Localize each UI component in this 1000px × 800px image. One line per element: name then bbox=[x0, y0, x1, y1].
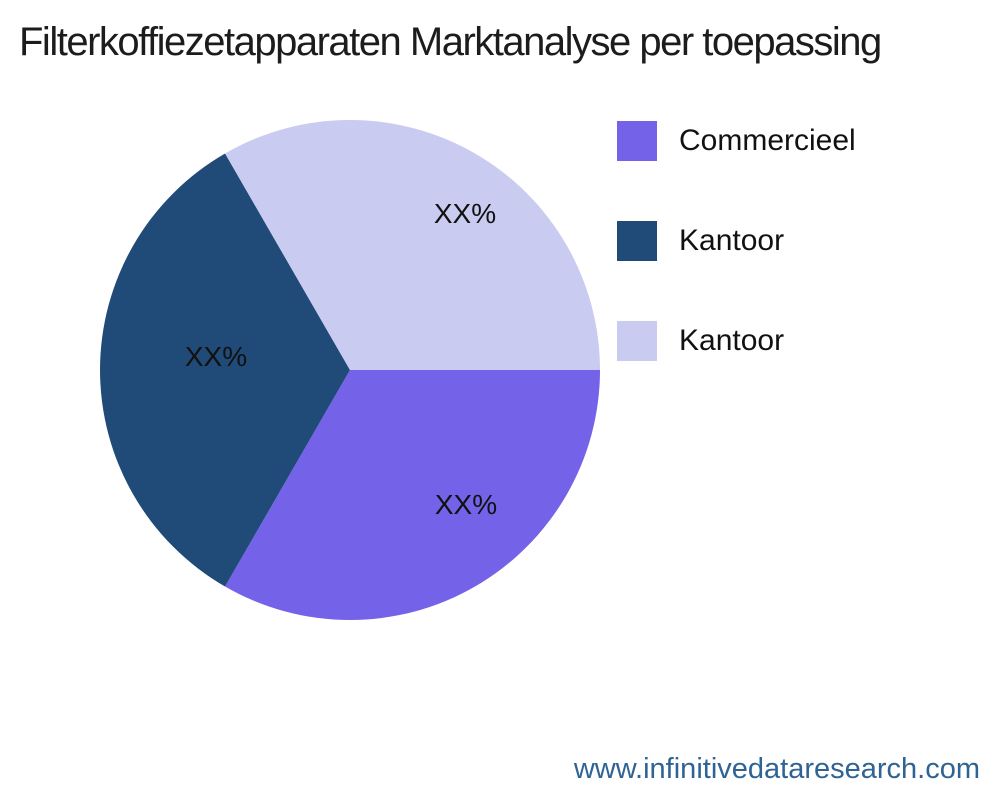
pie-slice-2-kantoor bbox=[225, 120, 600, 370]
pie-slice-1-kantoor bbox=[100, 153, 350, 587]
pie-chart bbox=[100, 120, 600, 620]
legend-swatch-kantoor-dark-icon bbox=[617, 221, 657, 261]
pie-slice-percent-label-kantoor-light: XX% bbox=[433, 198, 497, 229]
legend-swatch-kantoor-light-icon bbox=[617, 321, 657, 361]
legend: Commercieel Kantoor Kantoor bbox=[617, 121, 856, 421]
source-website: www.infinitivedataresearch.com bbox=[573, 753, 980, 785]
pie-slice-percent-label-kantoor-dark: XX% bbox=[184, 341, 248, 372]
legend-item-commercieel: Commercieel bbox=[617, 121, 856, 161]
legend-swatch-commercieel-icon bbox=[617, 121, 657, 161]
legend-item-kantoor-dark: Kantoor bbox=[617, 221, 856, 261]
pie-slice-0-commercieel bbox=[225, 370, 600, 620]
legend-item-kantoor-light: Kantoor bbox=[617, 321, 856, 361]
chart-title: Filterkoffiezetapparaten Marktanalyse pe… bbox=[19, 20, 882, 64]
pie-slice-percent-label-commercieel: XX% bbox=[434, 489, 498, 520]
legend-label-kantoor-light: Kantoor bbox=[679, 324, 785, 357]
legend-label-kantoor-dark: Kantoor bbox=[679, 224, 785, 257]
legend-label-commercieel: Commercieel bbox=[679, 124, 856, 157]
